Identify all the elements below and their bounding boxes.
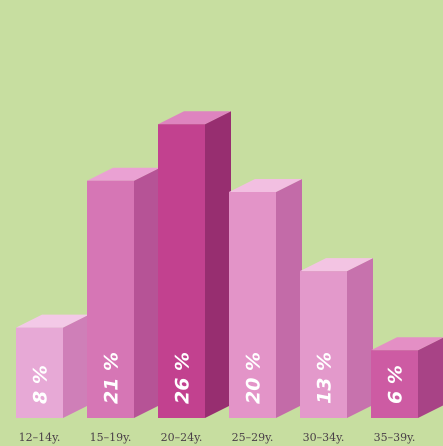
bar-front-face <box>229 192 276 418</box>
category-label: 30–34y. <box>303 431 345 444</box>
bar-side-face <box>418 337 443 418</box>
bar-front-face <box>371 350 418 418</box>
value-label: 21 % <box>101 352 123 404</box>
bar-front-face <box>87 180 134 418</box>
bar-6 <box>371 337 443 418</box>
category-label: 35–39y. <box>374 431 416 444</box>
bar-5 <box>300 258 373 418</box>
category-label: 25–29y. <box>232 431 274 444</box>
bars-group <box>16 111 443 418</box>
bar-front-face <box>300 271 347 418</box>
bar-top-face <box>371 337 443 351</box>
bar-1 <box>16 314 89 418</box>
bar-top-face <box>300 258 373 272</box>
category-label: 12–14y. <box>19 431 61 444</box>
bar-top-face <box>158 111 231 125</box>
value-label: 6 % <box>385 365 407 404</box>
bar-3 <box>158 111 231 418</box>
bar-side-face <box>205 111 231 418</box>
bar-4 <box>229 179 302 418</box>
bar-front-face <box>16 327 63 418</box>
bar-side-face <box>134 167 160 418</box>
bar-top-face <box>229 179 302 192</box>
bar-side-face <box>276 179 302 418</box>
bar-top-face <box>16 314 89 328</box>
category-label: 20–24y. <box>161 431 203 444</box>
bar-top-face <box>87 167 160 181</box>
value-label: 20 % <box>243 352 265 404</box>
category-label: 15–19y. <box>90 431 132 444</box>
value-label: 13 % <box>314 352 336 404</box>
bar-side-face <box>63 314 89 418</box>
value-label: 8 % <box>30 365 52 404</box>
bar-front-face <box>158 124 205 418</box>
bar-side-face <box>347 258 373 418</box>
bar-2 <box>87 167 160 418</box>
value-labels-group: 8 % 21 % 26 % 20 % 13 % 6 % <box>30 352 407 404</box>
category-labels-group: 12–14y. 15–19y. 20–24y. 25–29y. 30–34y. 35–39… <box>19 431 416 444</box>
value-label: 26 % <box>172 352 194 404</box>
